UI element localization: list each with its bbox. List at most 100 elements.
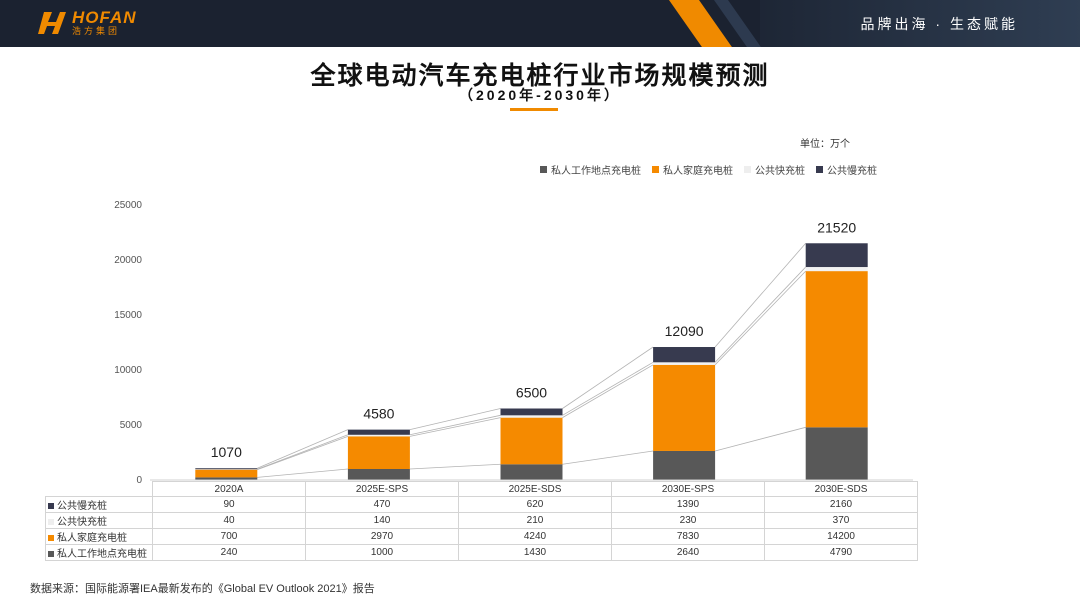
chart-title: 全球电动汽车充电桩行业市场规模预测 [310,62,770,90]
bar-segment [347,469,410,480]
table-cell: 7830 [611,528,765,545]
bar-segment [653,362,716,365]
table-cell: 470 [305,496,459,513]
series-line [409,417,501,437]
company-logo[interactable]: HOFAN 浩方集团 [38,8,137,38]
y-tick-label: 20000 [114,255,142,266]
table-header-cell: 2020A [152,481,306,497]
table-cell: 4790 [764,544,918,561]
bar-segment [347,434,410,437]
series-line [562,364,654,418]
series-line [409,408,501,431]
legend-label-workplace: 私人工作地点充电桩 [551,166,641,177]
row-label-text: 公共慢充桩 [57,501,107,512]
series-line [714,266,806,363]
table-header-cell: 2025E-SPS [305,481,459,497]
series-line [409,463,501,470]
table-cell: 40 [152,512,306,529]
legend-item-workplace: 私人工作地点充电桩 [540,162,641,177]
row-label-text: 公共快充桩 [57,517,107,528]
data-table: 2020A 2025E-SPS 2025E-SDS 2030E-SPS 2030… [45,481,918,561]
table-cell: 14200 [764,528,918,545]
table-cell: 240 [152,544,306,561]
bar-segment [805,427,868,480]
bar-segment [805,267,868,272]
total-data-label: 12090 [665,323,704,339]
header-building-backdrop [760,0,1080,47]
y-tick-label: 15000 [114,310,142,321]
bar-segment [500,464,563,480]
table-header-cell: 2030E-SDS [764,481,918,497]
series-line [714,270,806,366]
series-line [257,429,349,469]
chart-legend: 私人工作地点充电桩 私人家庭充电桩 公共快充桩 公共慢充桩 [540,162,888,177]
bar-segment [347,436,410,469]
legend-swatch-home [652,166,659,173]
table-cell: 230 [611,512,765,529]
logo-text: HOFAN [72,8,137,27]
table-cell: 2970 [305,528,459,545]
row-swatch-public-fast [48,519,54,526]
table-row-label: 公共快充桩 [45,512,153,529]
y-tick-label: 0 [136,475,142,486]
table-row: 私人家庭充电桩 700 2970 4240 7830 14200 [45,528,918,545]
bar-segment [500,408,563,416]
legend-swatch-public-fast [744,166,751,173]
table-cell: 2160 [764,496,918,513]
total-data-label: 6500 [516,385,547,401]
series-line [714,426,806,452]
title-underline [510,108,558,111]
series-line [257,435,349,471]
table-header-cell: 2025E-SDS [458,481,612,497]
table-row-label: 公共慢充桩 [45,496,153,513]
legend-label-home: 私人家庭充电桩 [663,166,733,177]
table-row-label: 私人家庭充电桩 [45,528,153,545]
table-cell: 140 [305,512,459,529]
series-line [257,434,349,470]
table-cell: 2640 [611,544,765,561]
legend-swatch-workplace [540,166,547,173]
bar-segment [500,415,563,418]
bar-segment [195,477,258,480]
table-cell: 4240 [458,528,612,545]
legend-item-home: 私人家庭充电桩 [652,162,733,177]
bar-segment [195,468,258,470]
table-row: 公共快充桩 40 140 210 230 370 [45,512,918,529]
table-cell: 210 [458,512,612,529]
unit-label: 单位：万个 [800,139,850,150]
bar-segment [805,243,868,268]
bar-segment [500,417,563,465]
header-bar: HOFAN 浩方集团 品牌出海 · 生态赋能 [0,0,1080,47]
bar-segment [805,271,868,428]
row-label-text: 私人工作地点充电桩 [57,549,147,560]
y-tick-label: 25000 [114,200,142,211]
logo-subtext: 浩方集团 [72,26,121,36]
total-data-label: 21520 [817,219,856,235]
table-cell: 620 [458,496,612,513]
total-data-label: 4580 [363,406,394,422]
row-swatch-home [48,535,54,542]
logo-mark-icon [38,8,68,38]
source-note: 数据来源：国际能源署IEA最新发布的《Global EV Outlook 202… [30,583,375,595]
series-line [714,243,807,348]
y-tick-label: 10000 [114,365,142,376]
row-swatch-workplace [48,551,54,558]
table-cell: 1000 [305,544,459,561]
table-cell: 1390 [611,496,765,513]
series-line [409,414,501,436]
series-line [562,346,654,409]
legend-swatch-public-slow [816,166,823,173]
bar-segment [653,450,716,480]
row-swatch-public-slow [48,503,54,510]
y-tick-label: 5000 [120,420,143,431]
total-data-label: 1070 [211,444,242,460]
header-slogan: 品牌出海 · 生态赋能 [860,16,1018,32]
table-row: 私人工作地点充电桩 240 1000 1430 2640 4790 [45,544,918,561]
table-row-label: 私人工作地点充电桩 [45,544,153,561]
bar-segment [653,347,716,363]
series-line [562,361,654,416]
legend-item-public-fast: 公共快充桩 [744,162,805,177]
legend-item-public-slow: 公共慢充桩 [816,162,877,177]
table-cell: 700 [152,528,306,545]
